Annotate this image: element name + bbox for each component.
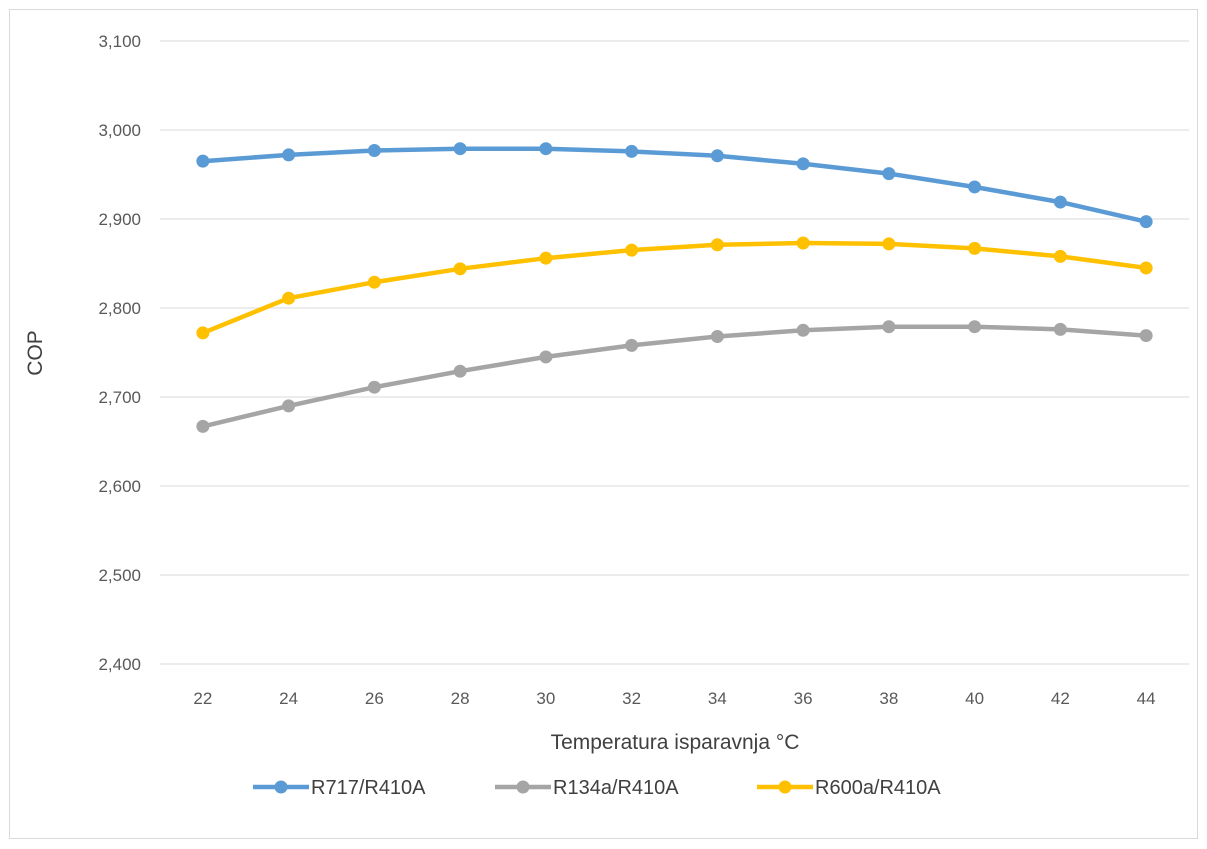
data-point bbox=[625, 144, 639, 158]
y-tick-label: 2,500 bbox=[98, 566, 141, 585]
y-tick-label: 3,100 bbox=[98, 32, 141, 51]
legend: R717/R410A R134a/R410A R600a/R410A bbox=[253, 777, 941, 799]
data-point bbox=[367, 380, 381, 394]
x-tick-label: 28 bbox=[451, 689, 470, 708]
x-tick-label: 26 bbox=[365, 689, 384, 708]
x-tick-label: 44 bbox=[1137, 689, 1156, 708]
legend-swatch-marker bbox=[778, 780, 792, 794]
y-tick-label: 2,900 bbox=[98, 210, 141, 229]
data-point bbox=[539, 142, 553, 156]
data-point bbox=[1053, 322, 1067, 336]
data-point bbox=[367, 143, 381, 157]
data-point bbox=[453, 262, 467, 276]
y-axis-title: COP bbox=[24, 330, 47, 376]
y-tick-label: 3,000 bbox=[98, 121, 141, 140]
legend-swatch-marker bbox=[516, 780, 530, 794]
data-point bbox=[796, 236, 810, 250]
series-line bbox=[200, 324, 1149, 429]
data-point bbox=[282, 148, 296, 162]
series-1 bbox=[196, 142, 1153, 229]
data-point bbox=[1139, 261, 1153, 275]
data-point bbox=[968, 241, 982, 255]
data-point bbox=[710, 149, 724, 163]
data-point bbox=[1139, 215, 1153, 229]
x-tick-label: 38 bbox=[879, 689, 898, 708]
gridlines bbox=[160, 40, 1189, 665]
data-point bbox=[882, 167, 896, 181]
x-tick-label: 34 bbox=[708, 689, 727, 708]
y-tick-label: 2,600 bbox=[98, 477, 141, 496]
data-point bbox=[453, 142, 467, 156]
y-tick-label: 2,700 bbox=[98, 388, 141, 407]
data-point bbox=[367, 275, 381, 289]
legend-item: R600a/R410A bbox=[757, 777, 941, 799]
legend-label: R134a/R410A bbox=[553, 777, 679, 799]
y-tick-label: 2,400 bbox=[98, 655, 141, 674]
data-point bbox=[968, 180, 982, 194]
series-3 bbox=[196, 236, 1153, 340]
x-tick-label: 32 bbox=[622, 689, 641, 708]
data-point bbox=[625, 243, 639, 257]
data-point bbox=[282, 399, 296, 413]
x-tick-label: 40 bbox=[965, 689, 984, 708]
data-point bbox=[1053, 195, 1067, 209]
data-point bbox=[882, 237, 896, 251]
data-point bbox=[968, 320, 982, 334]
legend-item: R717/R410A bbox=[253, 777, 426, 799]
y-axis-ticks: 2,400 2,500 2,600 2,700 2,800 2,900 3,000 3,100 bbox=[98, 32, 141, 674]
data-point bbox=[453, 364, 467, 378]
legend-item: R134a/R410A bbox=[495, 777, 679, 799]
series-line bbox=[200, 240, 1149, 336]
series-line bbox=[200, 146, 1149, 224]
series-2 bbox=[196, 320, 1153, 433]
data-point bbox=[282, 291, 296, 305]
data-point bbox=[539, 251, 553, 265]
x-tick-label: 24 bbox=[279, 689, 298, 708]
legend-label: R717/R410A bbox=[311, 777, 426, 799]
data-point bbox=[196, 419, 210, 433]
x-tick-label: 36 bbox=[794, 689, 813, 708]
x-tick-label: 30 bbox=[536, 689, 555, 708]
y-tick-label: 2,800 bbox=[98, 299, 141, 318]
data-point bbox=[1139, 329, 1153, 343]
data-point bbox=[710, 238, 724, 252]
data-point bbox=[710, 329, 724, 343]
data-point bbox=[196, 326, 210, 340]
legend-label: R600a/R410A bbox=[815, 777, 941, 799]
data-point bbox=[882, 320, 896, 334]
data-point bbox=[625, 338, 639, 352]
legend-swatch-marker bbox=[274, 780, 288, 794]
data-point bbox=[1053, 249, 1067, 263]
data-point bbox=[196, 154, 210, 168]
x-axis-title: Temperatura isparavnja °C bbox=[551, 731, 800, 754]
data-point bbox=[796, 157, 810, 171]
x-tick-label: 22 bbox=[193, 689, 212, 708]
data-point bbox=[796, 323, 810, 337]
x-axis-ticks: 22 24 26 28 30 32 34 36 38 40 42 44 bbox=[193, 689, 1155, 708]
data-point bbox=[539, 350, 553, 364]
series-lines bbox=[196, 142, 1153, 433]
x-tick-label: 42 bbox=[1051, 689, 1070, 708]
